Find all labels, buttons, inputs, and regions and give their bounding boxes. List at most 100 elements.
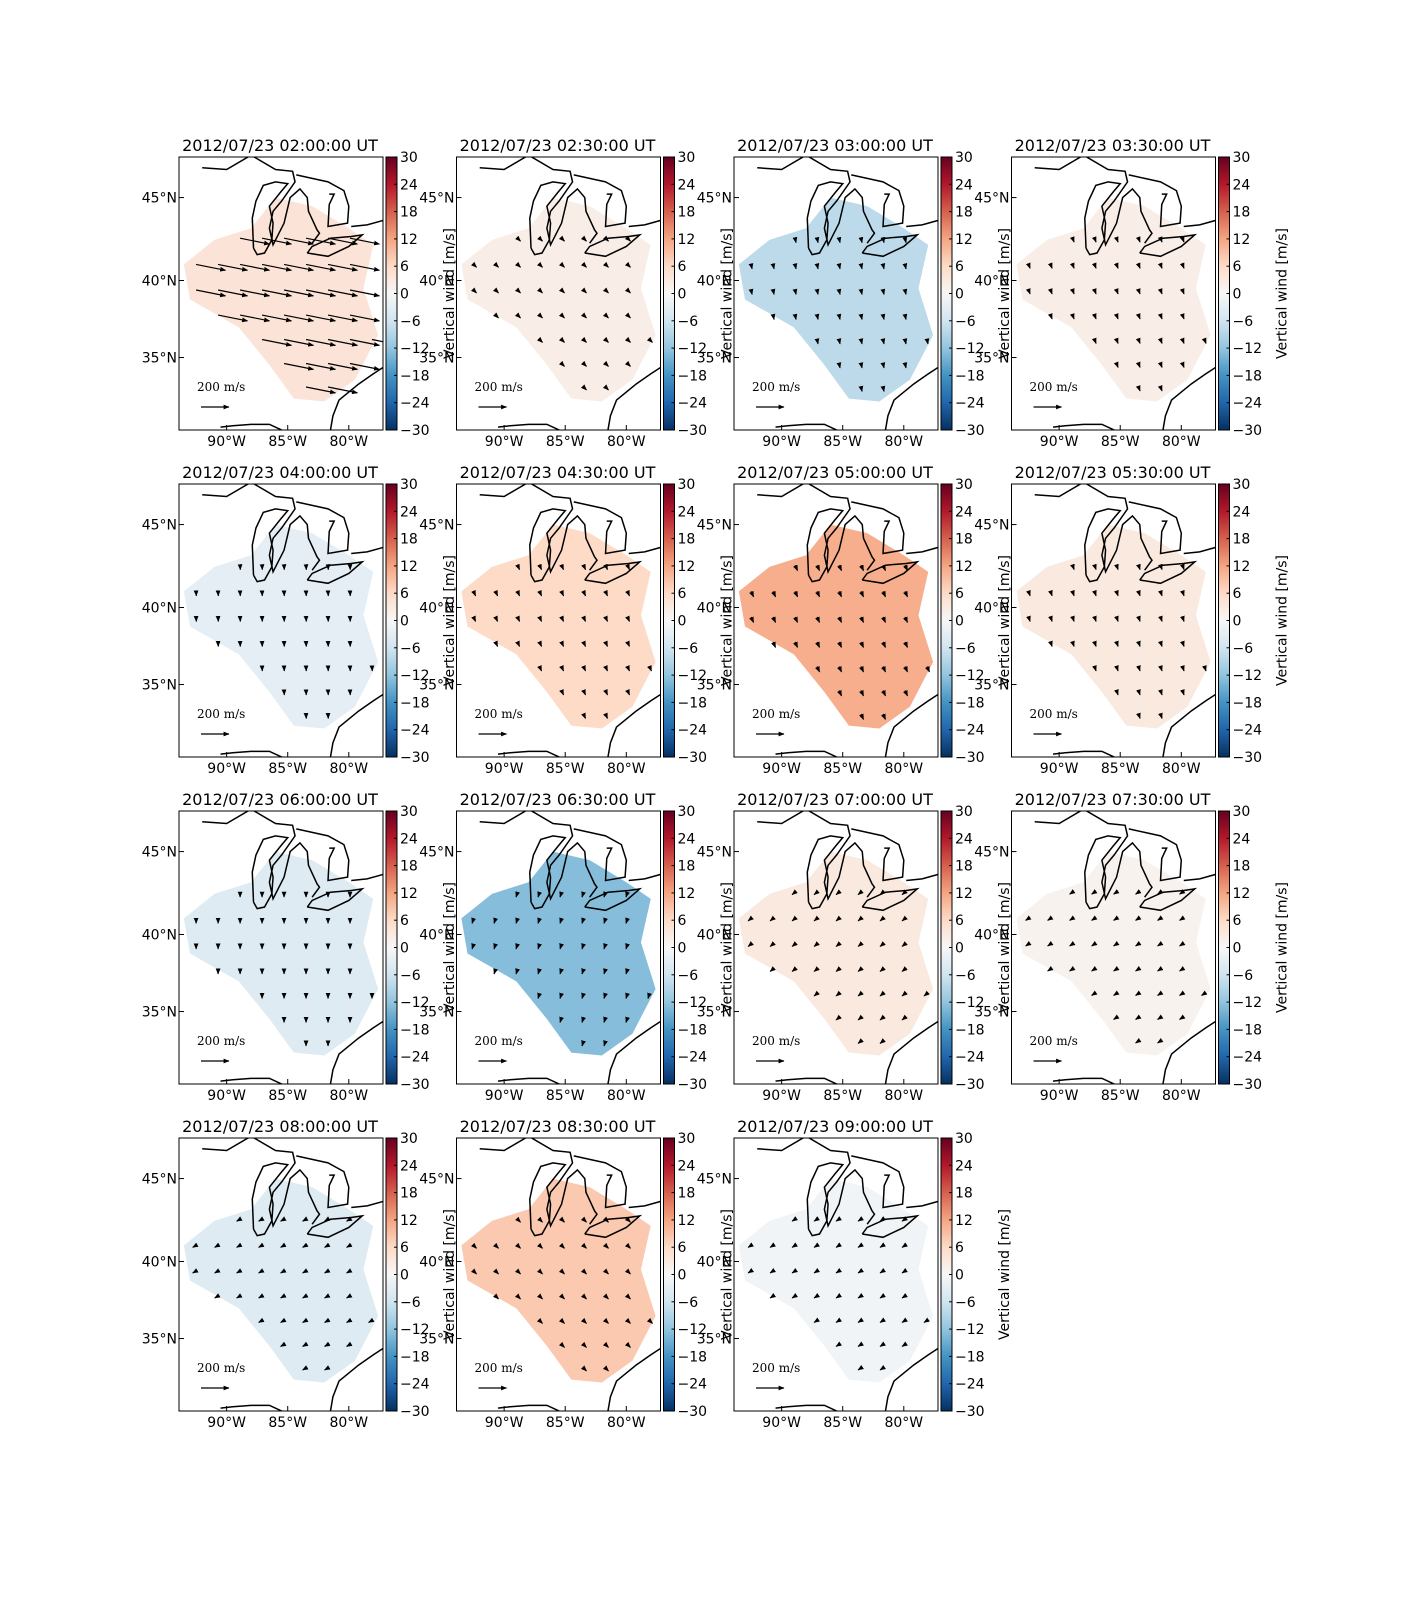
colorbar-label: Vertical wind [m/s]	[720, 1209, 736, 1340]
colorbar-tick-label: −24	[955, 396, 985, 412]
colorbar-tick-label: −24	[955, 1377, 985, 1393]
colorbar-tick-label: −24	[678, 723, 708, 739]
x-tick-label: 85°W	[546, 761, 585, 777]
colorbar-tick-label: −30	[955, 423, 985, 439]
colorbar-tick-label: 18	[400, 532, 418, 548]
colorbar-label: Vertical wind [m/s]	[442, 882, 458, 1013]
coastline	[776, 1405, 843, 1413]
quiver-key-label: 200 m/s	[1030, 380, 1078, 394]
colorbar-tick-label: −6	[678, 641, 699, 657]
quiver-key-label: 200 m/s	[197, 707, 245, 721]
colorbar-tick-label: 6	[400, 913, 409, 929]
colorbar-tick-label: −18	[1233, 695, 1263, 711]
y-tick-label: 40°N	[697, 600, 732, 616]
y-tick-label: 35°N	[142, 1005, 177, 1021]
coastline	[221, 1405, 288, 1413]
colorbar-tick-label: −24	[400, 723, 430, 739]
colorbar-tick-label: 0	[400, 287, 409, 303]
x-tick-label: 80°W	[1162, 1088, 1201, 1104]
colorbar-tick-label: 6	[1233, 913, 1242, 929]
x-tick-label: 90°W	[207, 1415, 246, 1431]
colorbar-tick-label: 6	[678, 913, 687, 929]
colorbar-tick-label: 30	[955, 150, 973, 166]
colorbar-tick-label: 24	[400, 177, 418, 193]
colorbar-tick-label: 6	[955, 1240, 964, 1256]
x-tick-label: 80°W	[607, 761, 646, 777]
colorbar-tick-label: −24	[400, 1050, 430, 1066]
y-tick-label: 35°N	[419, 351, 454, 367]
y-tick-label: 40°N	[142, 273, 177, 289]
colorbar-tick-label: −30	[400, 750, 430, 766]
y-tick-label: 45°N	[697, 1172, 732, 1188]
colorbar-label: Vertical wind [m/s]	[997, 228, 1013, 359]
colorbar-tick-label: −12	[955, 1322, 985, 1338]
x-tick-label: 80°W	[884, 1088, 923, 1104]
colorbar-tick-label: 24	[955, 831, 973, 847]
colorbar-tick-label: −30	[955, 1077, 985, 1093]
wind-arrow	[770, 1296, 773, 1298]
y-tick-label: 45°N	[419, 191, 454, 207]
panel-title: 2012/07/23 05:00:00 UT	[737, 463, 933, 482]
colorbar-tick-label: 30	[1233, 477, 1251, 493]
panel-title: 2012/07/23 04:30:00 UT	[460, 463, 656, 482]
colorbar-tick-label: 0	[955, 1268, 964, 1284]
coastline	[1053, 751, 1120, 759]
colorbar-tick-label: 30	[955, 477, 973, 493]
colorbar-tick-label: −24	[1233, 723, 1263, 739]
x-tick-label: 90°W	[485, 434, 524, 450]
y-tick-label: 40°N	[974, 927, 1009, 943]
colorbar-tick-label: 30	[678, 1131, 696, 1147]
y-tick-label: 40°N	[974, 273, 1009, 289]
colorbar-tick-label: −6	[678, 968, 699, 984]
y-tick-label: 45°N	[142, 1172, 177, 1188]
y-tick-label: 45°N	[142, 518, 177, 534]
colorbar-tick-label: 24	[955, 177, 973, 193]
x-tick-label: 90°W	[762, 1088, 801, 1104]
colorbar-tick-label: 12	[1233, 559, 1251, 575]
y-tick-label: 40°N	[419, 600, 454, 616]
colorbar-tick-label: 24	[400, 504, 418, 520]
panel-title: 2012/07/23 04:00:00 UT	[182, 463, 378, 482]
quiver-key-label: 200 m/s	[475, 1034, 523, 1048]
x-tick-label: 85°W	[823, 761, 862, 777]
colorbar-tick-label: −18	[678, 1349, 708, 1365]
colorbar-tick-label: 30	[400, 1131, 418, 1147]
colorbar-tick-label: 30	[400, 477, 418, 493]
colorbar-tick-label: 12	[678, 232, 696, 248]
quiver-key-label: 200 m/s	[197, 1034, 245, 1048]
colorbar-tick-label: −6	[400, 641, 421, 657]
colorbar-label: Vertical wind [m/s]	[442, 228, 458, 359]
colorbar-tick-label: 24	[955, 1158, 973, 1174]
colorbar-tick-label: 24	[400, 831, 418, 847]
colorbar-tick-label: 0	[955, 614, 964, 630]
wind-arrow	[215, 1296, 218, 1298]
colorbar-tick-label: 30	[678, 150, 696, 166]
x-tick-label: 85°W	[1101, 1088, 1140, 1104]
quiver-key-label: 200 m/s	[475, 380, 523, 394]
colorbar-tick-label: −6	[678, 314, 699, 330]
x-tick-label: 90°W	[485, 1088, 524, 1104]
y-tick-label: 45°N	[697, 518, 732, 534]
colorbar-tick-label: 6	[400, 586, 409, 602]
colorbar-tick-label: 12	[955, 886, 973, 902]
colorbar-tick-label: −30	[400, 1077, 430, 1093]
x-tick-label: 85°W	[823, 1415, 862, 1431]
panel-title: 2012/07/23 09:00:00 UT	[737, 1117, 933, 1136]
x-tick-label: 80°W	[607, 1088, 646, 1104]
colorbar-tick-label: 12	[678, 886, 696, 902]
colorbar-tick-label: −18	[955, 1349, 985, 1365]
y-tick-label: 35°N	[419, 1332, 454, 1348]
coastline	[498, 1405, 565, 1413]
coastline	[776, 751, 843, 759]
x-tick-label: 80°W	[329, 761, 368, 777]
colorbar-label: Vertical wind [m/s]	[1275, 228, 1291, 359]
colorbar-tick-label: −18	[678, 695, 708, 711]
colorbar-tick-label: −18	[955, 1022, 985, 1038]
colorbar-tick-label: 12	[400, 559, 418, 575]
coastline	[498, 424, 565, 432]
quiver-key-label: 200 m/s	[197, 380, 245, 394]
